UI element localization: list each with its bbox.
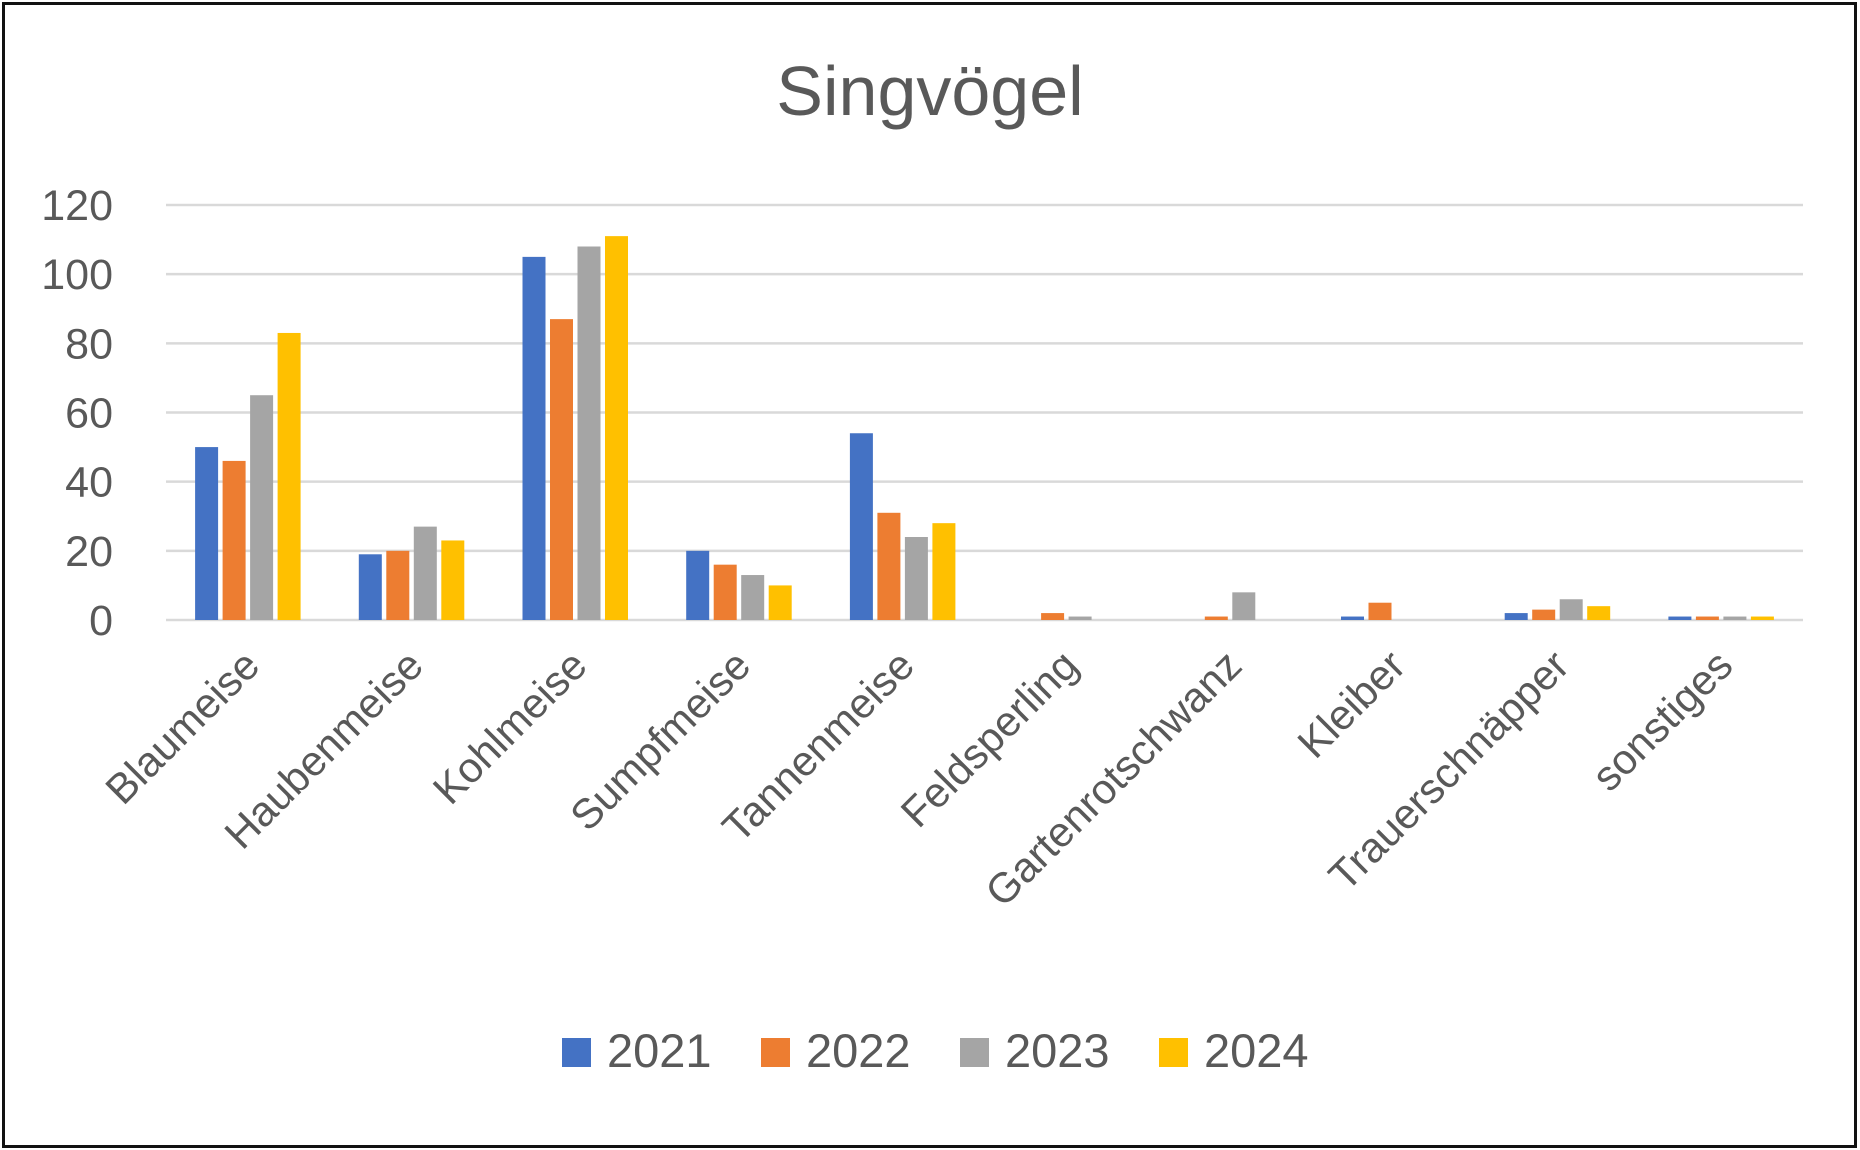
- bars: [195, 236, 1774, 620]
- legend-label: 2024: [1204, 1024, 1309, 1077]
- legend-item-2024: 2024: [1159, 1024, 1309, 1077]
- bar-2022-Blaumeise: [222, 460, 246, 620]
- bar-2023-Trauerschnäpper: [1559, 599, 1583, 620]
- bar-2022-Kleiber: [1368, 602, 1392, 620]
- legend-swatch: [761, 1038, 790, 1067]
- legend-label: 2023: [1005, 1024, 1110, 1077]
- gridlines: [166, 203, 1803, 622]
- bar-2023-Haubenmeise: [413, 526, 437, 620]
- legend-label: 2021: [607, 1024, 712, 1077]
- y-axis-ticks: 0 20 40 60 80 100 120: [41, 182, 113, 645]
- legend-item-2022: 2022: [761, 1024, 911, 1077]
- bar-2022-Tannenmeise: [877, 512, 901, 620]
- legend-label: 2022: [806, 1024, 911, 1077]
- legend-swatch: [1159, 1038, 1188, 1067]
- bar-2022-Feldsperling: [1041, 613, 1065, 620]
- bar-2023-sonstiges: [1723, 616, 1747, 620]
- bar-2024-Sumpfmeise: [768, 585, 792, 620]
- bar-2022-Haubenmeise: [386, 550, 410, 620]
- y-tick-label: 0: [89, 597, 113, 645]
- bar-2024-Blaumeise: [277, 332, 301, 620]
- bar-2021-Kleiber: [1341, 616, 1364, 620]
- bar-2022-sonstiges: [1695, 616, 1719, 620]
- bar-2021-Tannenmeise: [849, 433, 873, 620]
- x-tick-label: Kleiber: [1288, 641, 1414, 767]
- bar-2021-sonstiges: [1668, 616, 1692, 620]
- legend: 2021 2022 2023 2024: [562, 1024, 1309, 1077]
- y-tick-label: 80: [65, 320, 113, 368]
- bar-2023-Feldsperling: [1068, 616, 1092, 620]
- bar-2022-Trauerschnäpper: [1532, 609, 1556, 620]
- chart-title: Singvögel: [776, 52, 1083, 130]
- y-tick-label: 100: [41, 251, 113, 299]
- bar-2021-Kohlmeise: [522, 256, 546, 620]
- bar-2023-Blaumeise: [250, 395, 274, 620]
- bar-2023-Sumpfmeise: [741, 575, 765, 620]
- bar-2024-Tannenmeise: [932, 523, 956, 620]
- legend-swatch: [960, 1038, 989, 1067]
- y-tick-label: 60: [65, 390, 113, 438]
- y-tick-label: 120: [41, 182, 113, 230]
- y-tick-label: 40: [65, 459, 113, 507]
- y-tick-label: 20: [65, 528, 113, 576]
- bar-2022-Sumpfmeise: [713, 564, 737, 620]
- bar-2021-Blaumeise: [195, 447, 219, 620]
- legend-item-2021: 2021: [562, 1024, 712, 1077]
- legend-item-2023: 2023: [960, 1024, 1110, 1077]
- bar-2022-Kohlmeise: [550, 319, 573, 620]
- bar-2023-Tannenmeise: [904, 537, 928, 620]
- bar-2021-Trauerschnäpper: [1504, 613, 1528, 620]
- bar-2022-Gartenrotschwanz: [1204, 616, 1228, 620]
- bar-2024-sonstiges: [1750, 616, 1774, 620]
- bar-2021-Haubenmeise: [358, 554, 382, 620]
- bar-2024-Kohlmeise: [605, 236, 628, 620]
- x-axis-labels: BlaumeiseHaubenmeiseKohlmeiseSumpfmeiseT…: [96, 641, 1741, 915]
- x-tick-label: sonstiges: [1583, 641, 1742, 800]
- bar-2023-Kohlmeise: [577, 246, 601, 620]
- bar-2024-Haubenmeise: [441, 540, 465, 620]
- x-tick-label: Kohlmeise: [424, 641, 596, 813]
- bar-2023-Gartenrotschwanz: [1232, 592, 1256, 620]
- x-tick-label: Blaumeise: [96, 641, 268, 813]
- bar-2024-Trauerschnäpper: [1587, 606, 1611, 620]
- legend-swatch: [562, 1038, 591, 1067]
- bar-2021-Sumpfmeise: [686, 550, 710, 620]
